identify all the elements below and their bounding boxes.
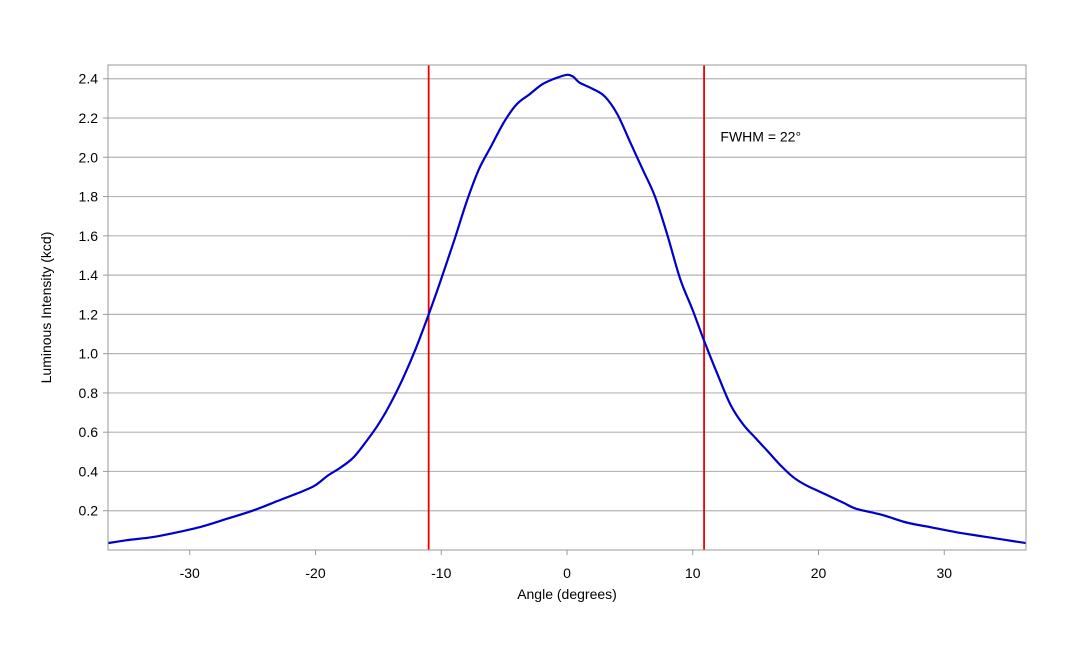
y-tick-label: 2.2 [79,110,99,126]
y-tick-label: 0.6 [79,424,99,440]
y-tick-label: 1.2 [79,306,99,322]
x-tick-label: -10 [431,565,451,581]
gridlines [108,78,1026,512]
intensity-curve [107,73,1027,545]
y-tick-label: 1.6 [79,228,99,244]
y-tick-label: 1.4 [79,267,99,283]
x-axis-label: Angle (degrees) [517,586,617,602]
x-tick-label: -20 [305,565,325,581]
fwhm-markers [427,65,705,550]
y-tick-label: 1.8 [79,189,99,205]
x-tick-label: 30 [936,565,952,581]
y-axis-label: Luminous Intensity (kcd) [38,232,54,384]
y-tick-label: 2.4 [79,71,99,87]
annotations: FWHM = 22° [720,129,801,145]
axis-ticks: 0.2 0.4 0.6 0.8 1.0 1.2 1.4 1.6 1.8 2.0 2.2 2.4 -30 -… [79,71,953,581]
series [107,73,1027,545]
y-tick-label: 2.0 [79,149,99,165]
y-tick-label: 0.8 [79,385,99,401]
x-tick-label: 20 [811,565,827,581]
y-tick-label: 0.2 [79,503,99,519]
y-tick-label: 1.0 [79,346,99,362]
y-tick-label: 0.4 [79,463,99,479]
x-tick-label: 10 [685,565,701,581]
x-tick-label: -30 [180,565,200,581]
plot-area-frame [107,64,1027,551]
x-tick-label: 0 [563,565,571,581]
fwhm-annotation: FWHM = 22° [720,129,801,145]
